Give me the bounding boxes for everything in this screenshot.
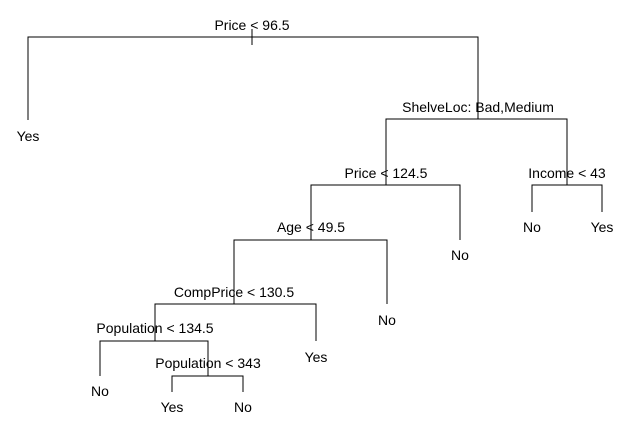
split-connector-compprice <box>154 303 317 341</box>
split-label-shelveloc: ShelveLoc: Bad,Medium <box>402 99 554 115</box>
split-connector-population1 <box>99 340 209 376</box>
leaf-label-leaf-population2-right: No <box>234 399 252 415</box>
split-connector-price2 <box>310 184 461 240</box>
leaf-label-leaf-compprice-right: Yes <box>305 349 328 365</box>
leaf-label-leaf-population2-left: Yes <box>161 399 184 415</box>
leaf-label-leaf-age-right: No <box>378 312 396 328</box>
tree-edges <box>27 29 603 392</box>
split-connector-shelveloc <box>385 118 568 185</box>
leaf-label-leaf-population1-left: No <box>91 383 109 399</box>
split-connector-root <box>27 36 479 120</box>
leaf-label-leaf-income-right: Yes <box>591 219 614 235</box>
split-connector-income <box>531 184 603 212</box>
split-label-income: Income < 43 <box>528 165 606 181</box>
split-label-population1: Population < 134.5 <box>96 320 213 336</box>
leaf-label-leaf-income-left: No <box>523 219 541 235</box>
split-label-price2: Price < 124.5 <box>345 165 428 181</box>
tree-labels: Price < 96.5 ShelveLoc: Bad,Medium Price <… <box>17 17 614 415</box>
leaf-label-leaf-price2-right: No <box>451 247 469 263</box>
split-label-root: Price < 96.5 <box>214 17 289 33</box>
split-connector-age <box>233 239 388 304</box>
split-label-compprice: CompPrice < 130.5 <box>174 284 294 300</box>
split-connector-population2 <box>171 375 244 392</box>
split-label-age: Age < 49.5 <box>277 219 345 235</box>
leaf-label-leaf-root-left: Yes <box>17 128 40 144</box>
split-label-population2: Population < 343 <box>155 355 261 371</box>
